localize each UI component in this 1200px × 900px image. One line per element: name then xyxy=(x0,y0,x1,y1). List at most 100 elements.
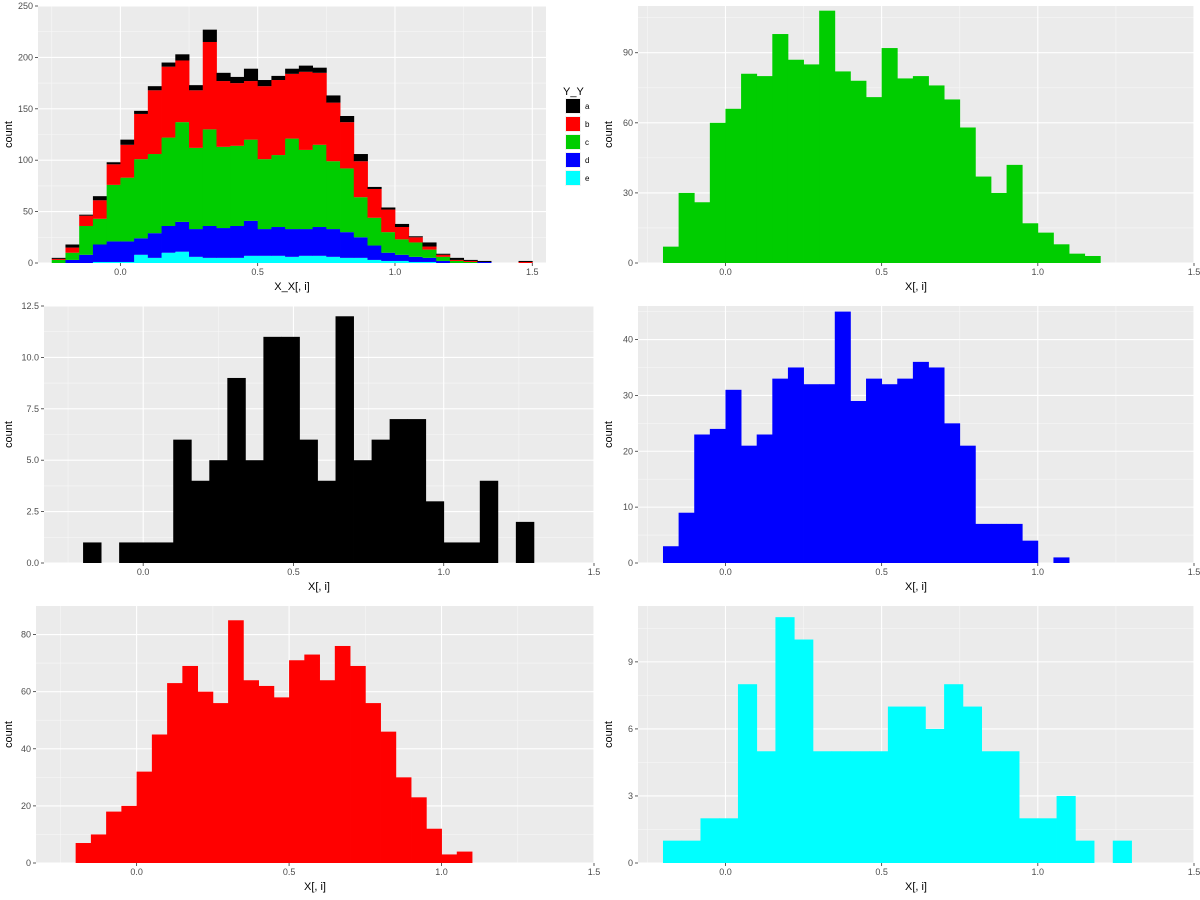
histogram-bar xyxy=(975,176,992,263)
histogram-bar-b xyxy=(353,161,368,198)
histogram-bar xyxy=(990,523,1007,563)
histogram-bar-c xyxy=(285,138,300,230)
histogram-bar-d xyxy=(312,227,327,256)
x-tick-label: 0.5 xyxy=(287,567,300,577)
histogram-bar xyxy=(741,445,758,563)
y-tick-label: 30 xyxy=(623,188,633,198)
histogram-bar-c xyxy=(257,159,272,230)
x-tick-label: 0.0 xyxy=(130,867,143,877)
histogram-bar-a xyxy=(340,115,355,123)
histogram-bar-e xyxy=(189,256,204,263)
y-tick-label: 0 xyxy=(628,558,633,568)
histogram-bar-d xyxy=(120,241,135,262)
chart-panel-green: 0.0 0.5 1.0 1.5 0 30 60 90 X[, i] count xyxy=(600,0,1200,300)
histogram-bar xyxy=(395,777,412,863)
histogram-bar-d xyxy=(216,228,231,258)
histogram-bar-c xyxy=(243,139,259,221)
histogram-bar xyxy=(515,521,535,563)
histogram-bar-a xyxy=(120,139,135,145)
y-tick-label: 250 xyxy=(18,1,33,11)
histogram-bar xyxy=(121,805,138,863)
histogram-bar-c xyxy=(312,144,327,228)
x-axis-title: X[, i] xyxy=(304,881,326,893)
histogram-bar xyxy=(803,64,820,263)
histogram-bar-e xyxy=(106,261,121,263)
y-tick-label: 6 xyxy=(628,724,633,734)
histogram-bar xyxy=(850,80,867,263)
legend-label: a xyxy=(585,102,590,111)
histogram-bar xyxy=(389,419,409,563)
histogram-bar-d xyxy=(326,229,341,257)
histogram-bar xyxy=(228,620,244,863)
histogram-bar xyxy=(803,384,820,563)
histogram-bar-a xyxy=(422,242,437,247)
y-tick-label: 150 xyxy=(18,104,33,114)
histogram-bar-b xyxy=(449,259,465,261)
histogram-bar xyxy=(962,706,982,863)
histogram-bar xyxy=(151,734,168,863)
histogram-bar-d xyxy=(79,254,94,263)
histogram-bar-b xyxy=(340,122,355,169)
histogram-bar-a xyxy=(271,75,286,81)
histogram-bar-c xyxy=(79,225,94,255)
legend-title: Y_Y xyxy=(563,86,584,98)
histogram-bar xyxy=(479,480,499,563)
histogram-bar xyxy=(756,751,776,863)
histogram-bar xyxy=(719,818,739,863)
histogram-bar-c xyxy=(340,168,355,233)
histogram-bar-c xyxy=(216,146,231,229)
histogram-bar xyxy=(1075,840,1095,863)
histogram-bar-b xyxy=(120,144,135,178)
y-tick-label: 7.5 xyxy=(26,404,39,414)
histogram-bar-e xyxy=(367,259,382,263)
histogram-bar xyxy=(694,434,711,563)
histogram-bar-b xyxy=(285,73,300,139)
histogram-bar-a xyxy=(394,223,410,228)
x-axis-title: X[, i] xyxy=(905,881,927,893)
x-tick-label: 1.0 xyxy=(1032,267,1045,277)
histogram-bar-c xyxy=(367,217,382,246)
histogram-bar xyxy=(944,423,961,563)
histogram-bar-b xyxy=(92,200,108,219)
histogram-bar xyxy=(959,445,976,563)
x-tick-label: 0.0 xyxy=(719,567,732,577)
histogram-bar-a xyxy=(463,259,478,261)
legend-key-swatch xyxy=(566,171,580,185)
histogram-bar-d xyxy=(175,221,190,252)
histogram-bar-d xyxy=(367,245,382,260)
histogram-bar-a xyxy=(216,72,231,82)
histogram-bar xyxy=(1053,244,1070,263)
histogram-bar xyxy=(981,751,1001,863)
histogram-bar xyxy=(90,834,107,863)
histogram-bar xyxy=(173,439,192,563)
histogram-bar-e xyxy=(161,252,176,263)
histogram-bar-d xyxy=(147,233,162,258)
histogram-bar-a xyxy=(298,65,313,72)
y-tick-label: 80 xyxy=(21,630,31,640)
x-tick-label: 0.0 xyxy=(114,267,127,277)
x-tick-label: 0.5 xyxy=(875,567,888,577)
y-tick-label: 9 xyxy=(628,657,633,667)
histogram-bar-c xyxy=(422,249,437,258)
histogram-bar-d xyxy=(353,237,368,258)
histogram-bar xyxy=(1053,557,1070,563)
x-tick-label: 1.5 xyxy=(1188,567,1200,577)
histogram-bar xyxy=(709,428,726,563)
histogram-bar-b xyxy=(161,66,176,138)
histogram-bar xyxy=(928,367,945,563)
y-tick-label: 10.0 xyxy=(21,352,39,362)
histogram-bar-a xyxy=(92,196,108,201)
histogram-bar-e xyxy=(175,251,190,263)
histogram-bar xyxy=(245,460,264,563)
histogram-bar-c xyxy=(230,145,245,226)
histogram-bar xyxy=(881,48,898,263)
histogram-bar-e xyxy=(134,254,149,263)
y-tick-label: 90 xyxy=(623,48,633,58)
legend-label: b xyxy=(585,120,590,129)
histogram-bar-c xyxy=(134,159,149,239)
y-tick-label: 200 xyxy=(18,52,33,62)
black-histogram-chart: 0.0 0.5 1.0 1.5 0.0 2.5 5.0 7.5 10.0 12.5 X[, i] co… xyxy=(3,301,600,593)
histogram-bar xyxy=(317,480,336,563)
histogram-bar-b xyxy=(312,72,327,145)
histogram-bar-b xyxy=(298,71,313,150)
